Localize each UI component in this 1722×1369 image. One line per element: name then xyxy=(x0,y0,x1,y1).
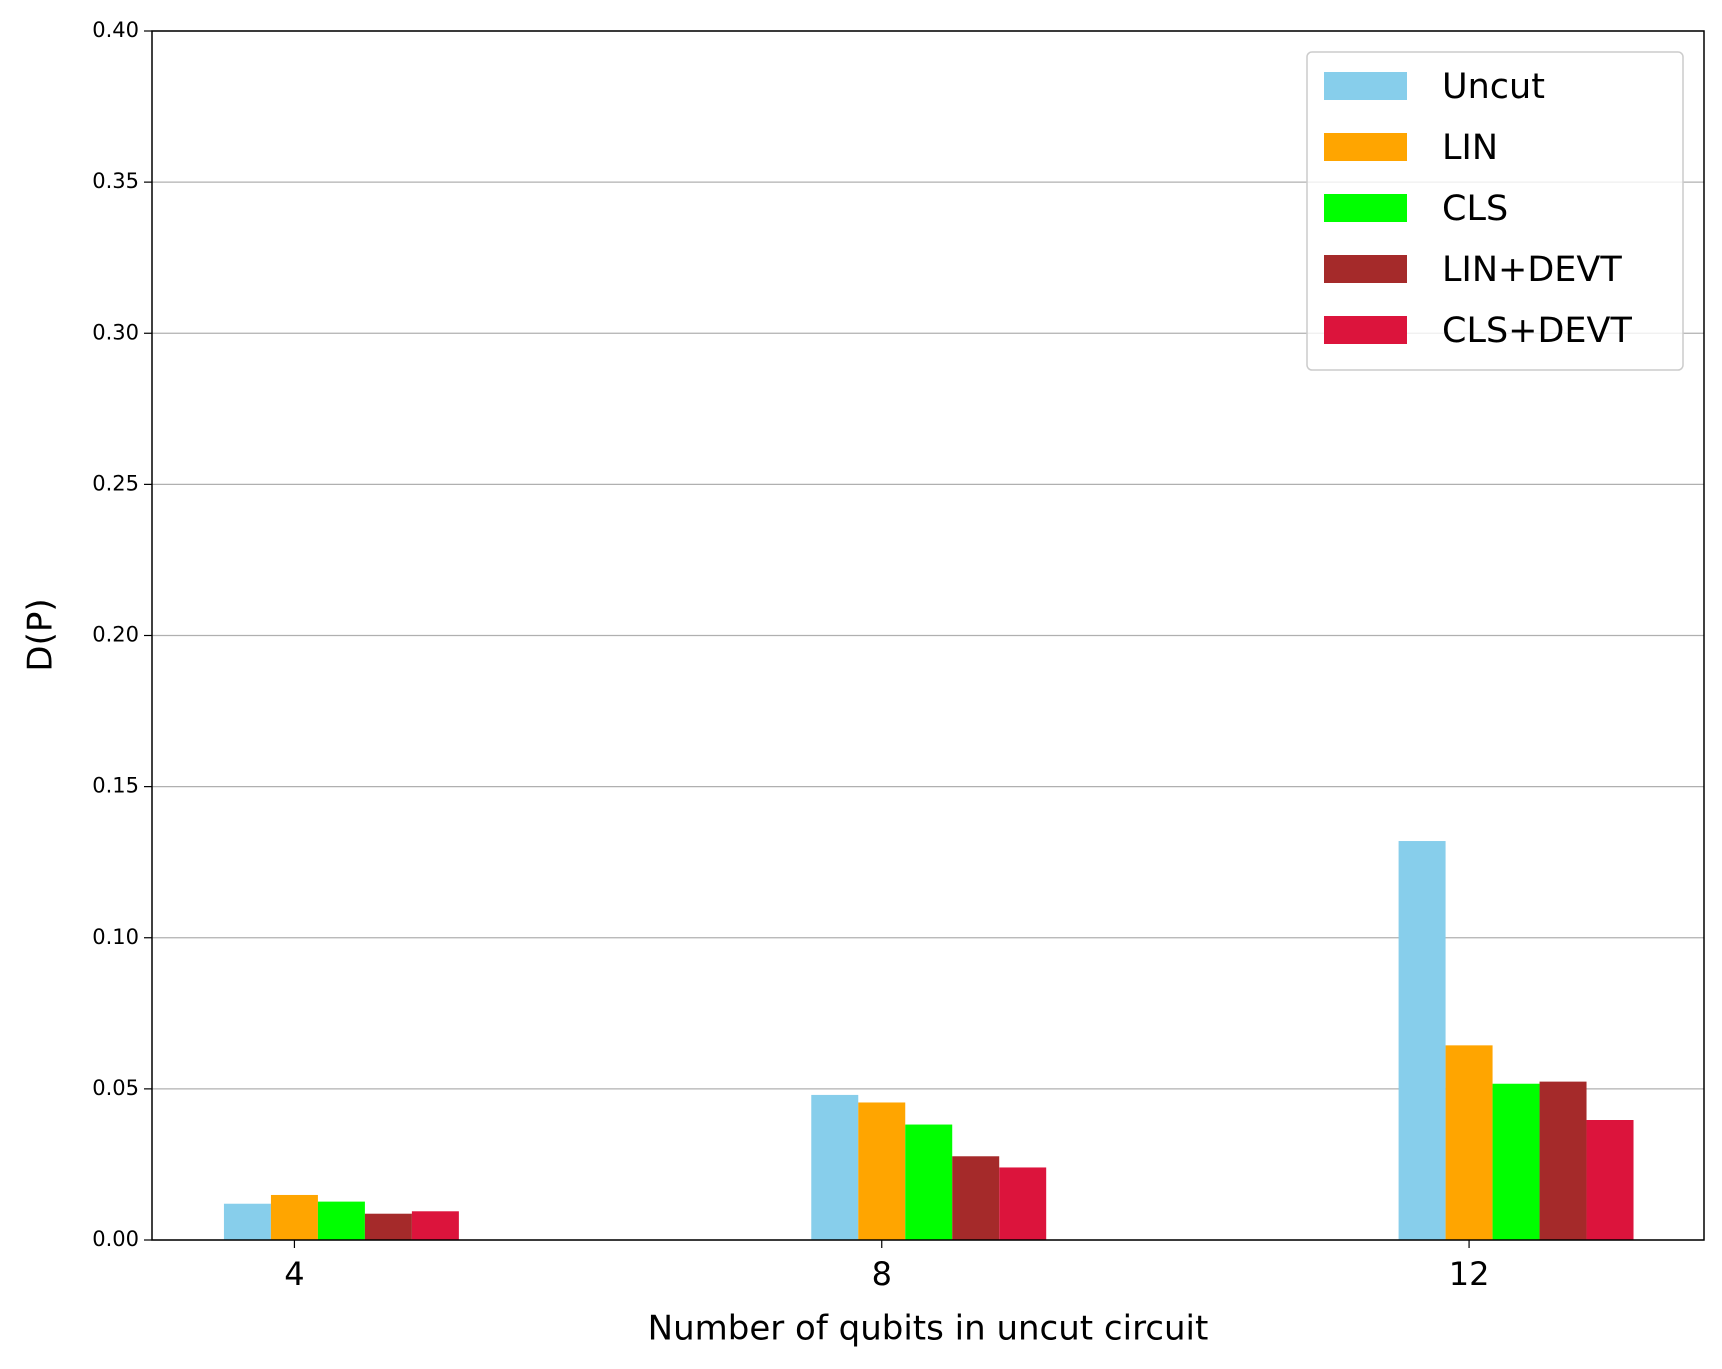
bar xyxy=(1398,841,1446,1240)
y-tick-label: 0.10 xyxy=(92,925,139,949)
bar xyxy=(317,1201,365,1240)
y-tick-label: 0.30 xyxy=(92,320,139,344)
bar xyxy=(223,1203,271,1240)
y-tick-label: 0.35 xyxy=(92,169,139,193)
bar xyxy=(952,1156,1000,1240)
bar xyxy=(270,1194,318,1240)
legend-swatch xyxy=(1324,255,1407,283)
y-tick-label: 0.15 xyxy=(92,774,139,798)
bar xyxy=(811,1094,859,1240)
x-axis-label: Number of qubits in uncut circuit xyxy=(648,1309,1209,1349)
legend: Uncut LIN CLS LIN+DEVT CLS+DEVT xyxy=(1306,51,1684,371)
bar xyxy=(411,1211,459,1240)
legend-label: CLS+DEVT xyxy=(1442,311,1632,351)
y-tick-label: 0.40 xyxy=(92,18,139,42)
legend-swatch xyxy=(1324,72,1407,100)
y-tick-label: 0.20 xyxy=(92,623,139,647)
bar xyxy=(999,1167,1047,1240)
legend-label: LIN+DEVT xyxy=(1442,250,1622,290)
legend-swatch xyxy=(1324,316,1407,344)
bar xyxy=(364,1213,412,1240)
y-tick-label: 0.05 xyxy=(92,1076,139,1100)
bar xyxy=(1492,1083,1540,1240)
legend-label: Uncut xyxy=(1442,67,1545,107)
bar xyxy=(1586,1120,1634,1240)
bar xyxy=(1445,1045,1493,1240)
plot-frame xyxy=(151,30,1705,1241)
legend-box xyxy=(1306,51,1684,371)
x-tick-label: 12 xyxy=(1449,1255,1490,1293)
legend-label: LIN xyxy=(1442,128,1498,168)
y-axis-label: D(P) xyxy=(21,598,61,671)
bar xyxy=(1539,1081,1587,1240)
bar xyxy=(905,1124,953,1240)
legend-label: CLS xyxy=(1442,189,1508,229)
y-tick-label: 0.00 xyxy=(92,1227,139,1251)
y-tick-label: 0.25 xyxy=(92,471,139,495)
legend-swatch xyxy=(1324,133,1407,161)
legend-swatch xyxy=(1324,194,1407,222)
x-tick-label: 8 xyxy=(872,1255,892,1293)
bar xyxy=(858,1102,906,1240)
x-tick-label: 4 xyxy=(284,1255,304,1293)
